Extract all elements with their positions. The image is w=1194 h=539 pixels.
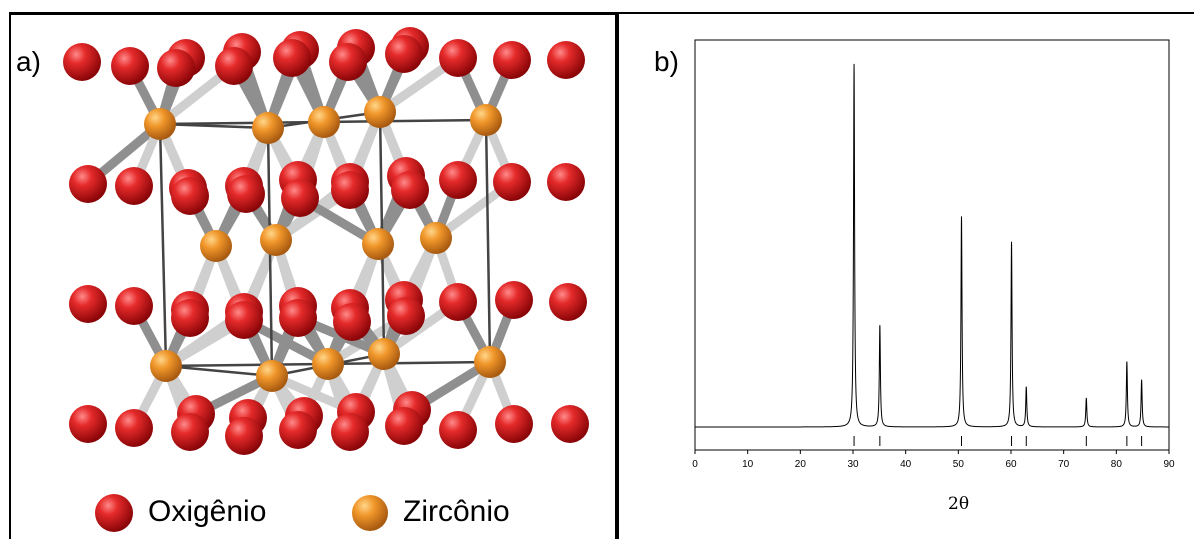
- panel-b-top-border: [619, 12, 1194, 14]
- x-tick-label: 30: [847, 459, 859, 470]
- oxygen-atom: [547, 163, 585, 201]
- oxygen-atom: [115, 409, 153, 447]
- oxygen-atom: [493, 163, 531, 201]
- unit-cell-edge: [158, 123, 168, 367]
- oxygen-atom: [111, 47, 149, 85]
- plot-frame: [694, 39, 1170, 451]
- oxygen-atom: [495, 281, 533, 319]
- x-tick-label: 80: [1111, 459, 1123, 470]
- oxygen-atom: [281, 179, 319, 217]
- oxygen-atom: [547, 41, 585, 79]
- unit-cell-edge: [484, 119, 492, 363]
- x-tick-label: 50: [953, 459, 965, 470]
- zirconium-atom: [470, 104, 502, 136]
- reference-marker-group: [853, 436, 1143, 446]
- oxygen-atom: [549, 283, 587, 321]
- zirconium-atom: [420, 222, 452, 254]
- oxygen-atom: [439, 283, 477, 321]
- xrd-pattern-line: [695, 63, 1169, 428]
- oxygen-atom: [171, 413, 209, 451]
- x-tick-label: 20: [795, 459, 807, 470]
- oxygen-atom: [331, 171, 369, 209]
- oxygen-atom: [69, 405, 107, 443]
- oxygen-atom: [225, 301, 263, 339]
- oxygen-atom: [215, 47, 253, 85]
- oxygen-atom: [495, 405, 533, 443]
- oxygen-atom: [157, 49, 195, 87]
- oxygen-atom: [333, 303, 371, 341]
- panel-divider: [615, 12, 619, 539]
- oxygen-atom: [63, 43, 101, 81]
- oxygen-atom: [115, 287, 153, 325]
- oxygen-atom: [171, 177, 209, 215]
- oxygen-atom: [171, 299, 209, 337]
- x-tick-label: 40: [900, 459, 912, 470]
- zirconium-atom: [308, 106, 340, 138]
- oxygen-atom: [69, 285, 107, 323]
- oxygen-atom: [279, 411, 317, 449]
- oxygen-atom: [227, 175, 265, 213]
- zirconium-atom: [364, 96, 396, 128]
- zirconium-atom: [260, 224, 292, 256]
- zirconium-legend-marker: [352, 495, 388, 531]
- unit-cell-edge: [165, 364, 273, 378]
- oxygen-atom: [439, 161, 477, 199]
- oxygen-atom: [385, 35, 423, 73]
- zirconium-atom: [144, 108, 176, 140]
- zirconium-atom: [362, 228, 394, 260]
- x-tick-label: 60: [1005, 459, 1017, 470]
- panel-a-label: a): [16, 46, 41, 77]
- panel-a-top-border: [9, 12, 615, 15]
- x-tick-label: 90: [1163, 459, 1175, 470]
- zirconium-atom: [368, 338, 400, 370]
- oxygen-atom: [385, 407, 423, 445]
- oxygen-atom: [439, 411, 477, 449]
- zirconium-atom: [252, 112, 284, 144]
- oxygen-atom: [493, 41, 531, 79]
- x-tick-label: 0: [692, 459, 698, 470]
- legend-zirconium-label: Zircônio: [403, 495, 510, 528]
- crystal-structure-diagram: [63, 27, 589, 455]
- panel-a-left-border: [9, 12, 11, 539]
- zirconium-atom: [200, 230, 232, 262]
- oxygen-atom: [329, 43, 367, 81]
- zirconium-atom: [256, 360, 288, 392]
- oxygen-legend-marker: [95, 494, 133, 532]
- atom-layer: [63, 27, 589, 455]
- unit-cell-edge: [159, 122, 269, 130]
- oxygen-atom: [391, 171, 429, 209]
- x-axis-label: 2θ: [948, 494, 970, 514]
- oxygen-atom: [273, 39, 311, 77]
- oxygen-atom: [225, 417, 263, 455]
- x-tick-label: 70: [1058, 459, 1070, 470]
- legend-oxygen-label: Oxigênio: [148, 495, 267, 528]
- oxygen-atom: [439, 39, 477, 77]
- oxygen-atom: [279, 299, 317, 337]
- x-tick-label: 10: [742, 459, 754, 470]
- oxygen-atom: [115, 167, 153, 205]
- oxygen-atom: [331, 413, 369, 451]
- oxygen-atom: [69, 165, 107, 203]
- oxygen-atom: [551, 405, 589, 443]
- zirconium-atom: [474, 346, 506, 378]
- zirconium-atom: [150, 350, 182, 382]
- oxygen-atom: [387, 297, 425, 335]
- zirconium-atom: [312, 348, 344, 380]
- x-axis-ticks: 0 10 20 30 40 50 60 70 80 90: [692, 450, 1175, 470]
- panel-b-label: b): [654, 46, 679, 77]
